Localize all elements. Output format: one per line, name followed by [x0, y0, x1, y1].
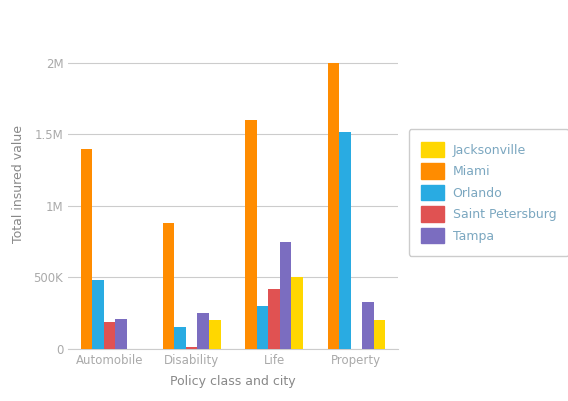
- Bar: [115, 319, 127, 349]
- Bar: [362, 302, 374, 349]
- Bar: [81, 149, 92, 349]
- Bar: [374, 320, 385, 349]
- Bar: [92, 280, 103, 349]
- Bar: [209, 320, 220, 349]
- Bar: [186, 347, 198, 349]
- Bar: [339, 132, 350, 349]
- Bar: [174, 328, 186, 349]
- Y-axis label: Total insured value: Total insured value: [12, 126, 25, 243]
- Bar: [268, 289, 280, 349]
- Bar: [280, 242, 291, 349]
- X-axis label: Policy class and city: Policy class and city: [170, 375, 296, 388]
- Bar: [257, 306, 268, 349]
- Bar: [103, 322, 115, 349]
- Bar: [291, 277, 303, 349]
- Legend: Jacksonville, Miami, Orlando, Saint Petersburg, Tampa: Jacksonville, Miami, Orlando, Saint Pete…: [409, 130, 568, 255]
- Bar: [198, 313, 209, 349]
- Bar: [163, 223, 174, 349]
- Bar: [328, 63, 339, 349]
- Bar: [245, 120, 257, 349]
